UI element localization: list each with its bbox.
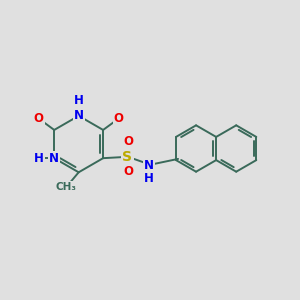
Text: CH₃: CH₃ <box>56 182 77 192</box>
Text: O: O <box>124 165 134 178</box>
Text: O: O <box>124 135 134 148</box>
Text: N: N <box>74 109 84 122</box>
Text: O: O <box>34 112 44 125</box>
Text: O: O <box>114 112 124 125</box>
Text: S: S <box>122 150 133 164</box>
Text: N: N <box>144 158 154 172</box>
Text: H: H <box>34 152 44 165</box>
Text: H: H <box>74 94 84 107</box>
Text: N: N <box>49 152 59 165</box>
Text: H: H <box>144 172 154 185</box>
